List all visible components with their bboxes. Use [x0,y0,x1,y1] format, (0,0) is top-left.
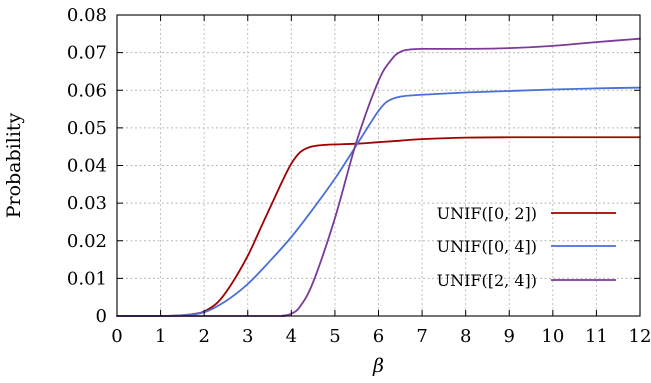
x-tick-label: 8 [460,326,471,347]
legend: UNIF([0, 2]) UNIF([0, 4]) UNIF([2, 4]) [437,204,616,290]
legend-label: UNIF([0, 2]) [437,204,537,223]
y-tick-label: 0.06 [67,80,107,101]
x-tick-label: 12 [629,326,651,347]
y-axis-title: Probability [3,112,25,218]
y-tick-label: 0.03 [67,193,107,214]
y-tick-label: 0.08 [67,5,107,26]
x-tick-label: 11 [585,326,608,347]
x-tick-label: 5 [329,326,340,347]
x-tick-label: 9 [504,326,515,347]
axis-ticks [116,14,641,317]
y-tick-label: 0.05 [67,118,107,139]
x-tick-label: 4 [286,326,297,347]
x-tick-labels: 0 1 2 3 4 5 6 7 8 9 10 11 12 [111,326,651,347]
y-tick-label: 0.01 [67,268,107,289]
x-axis-title: β [372,355,384,377]
x-tick-label: 0 [111,326,122,347]
y-tick-label: 0.04 [67,156,107,177]
x-tick-label: 3 [242,326,253,347]
grid [117,15,640,316]
x-tick-label: 1 [155,326,166,347]
y-tick-label: 0 [96,306,107,327]
series-lines [116,37,641,317]
x-tick-label: 2 [198,326,209,347]
y-tick-labels: 0 0.01 0.02 0.03 0.04 0.05 0.06 0.07 0.08 [67,5,107,327]
series-line-2 [116,86,641,317]
y-tick-label: 0.02 [67,231,107,252]
legend-label: UNIF([2, 4]) [437,271,537,290]
y-tick-label: 0.07 [67,43,107,64]
x-tick-label: 10 [541,326,564,347]
legend-label: UNIF([0, 4]) [437,237,537,256]
series-line-3 [116,37,641,317]
x-tick-label: 6 [373,326,384,347]
x-tick-label: 7 [416,326,427,347]
